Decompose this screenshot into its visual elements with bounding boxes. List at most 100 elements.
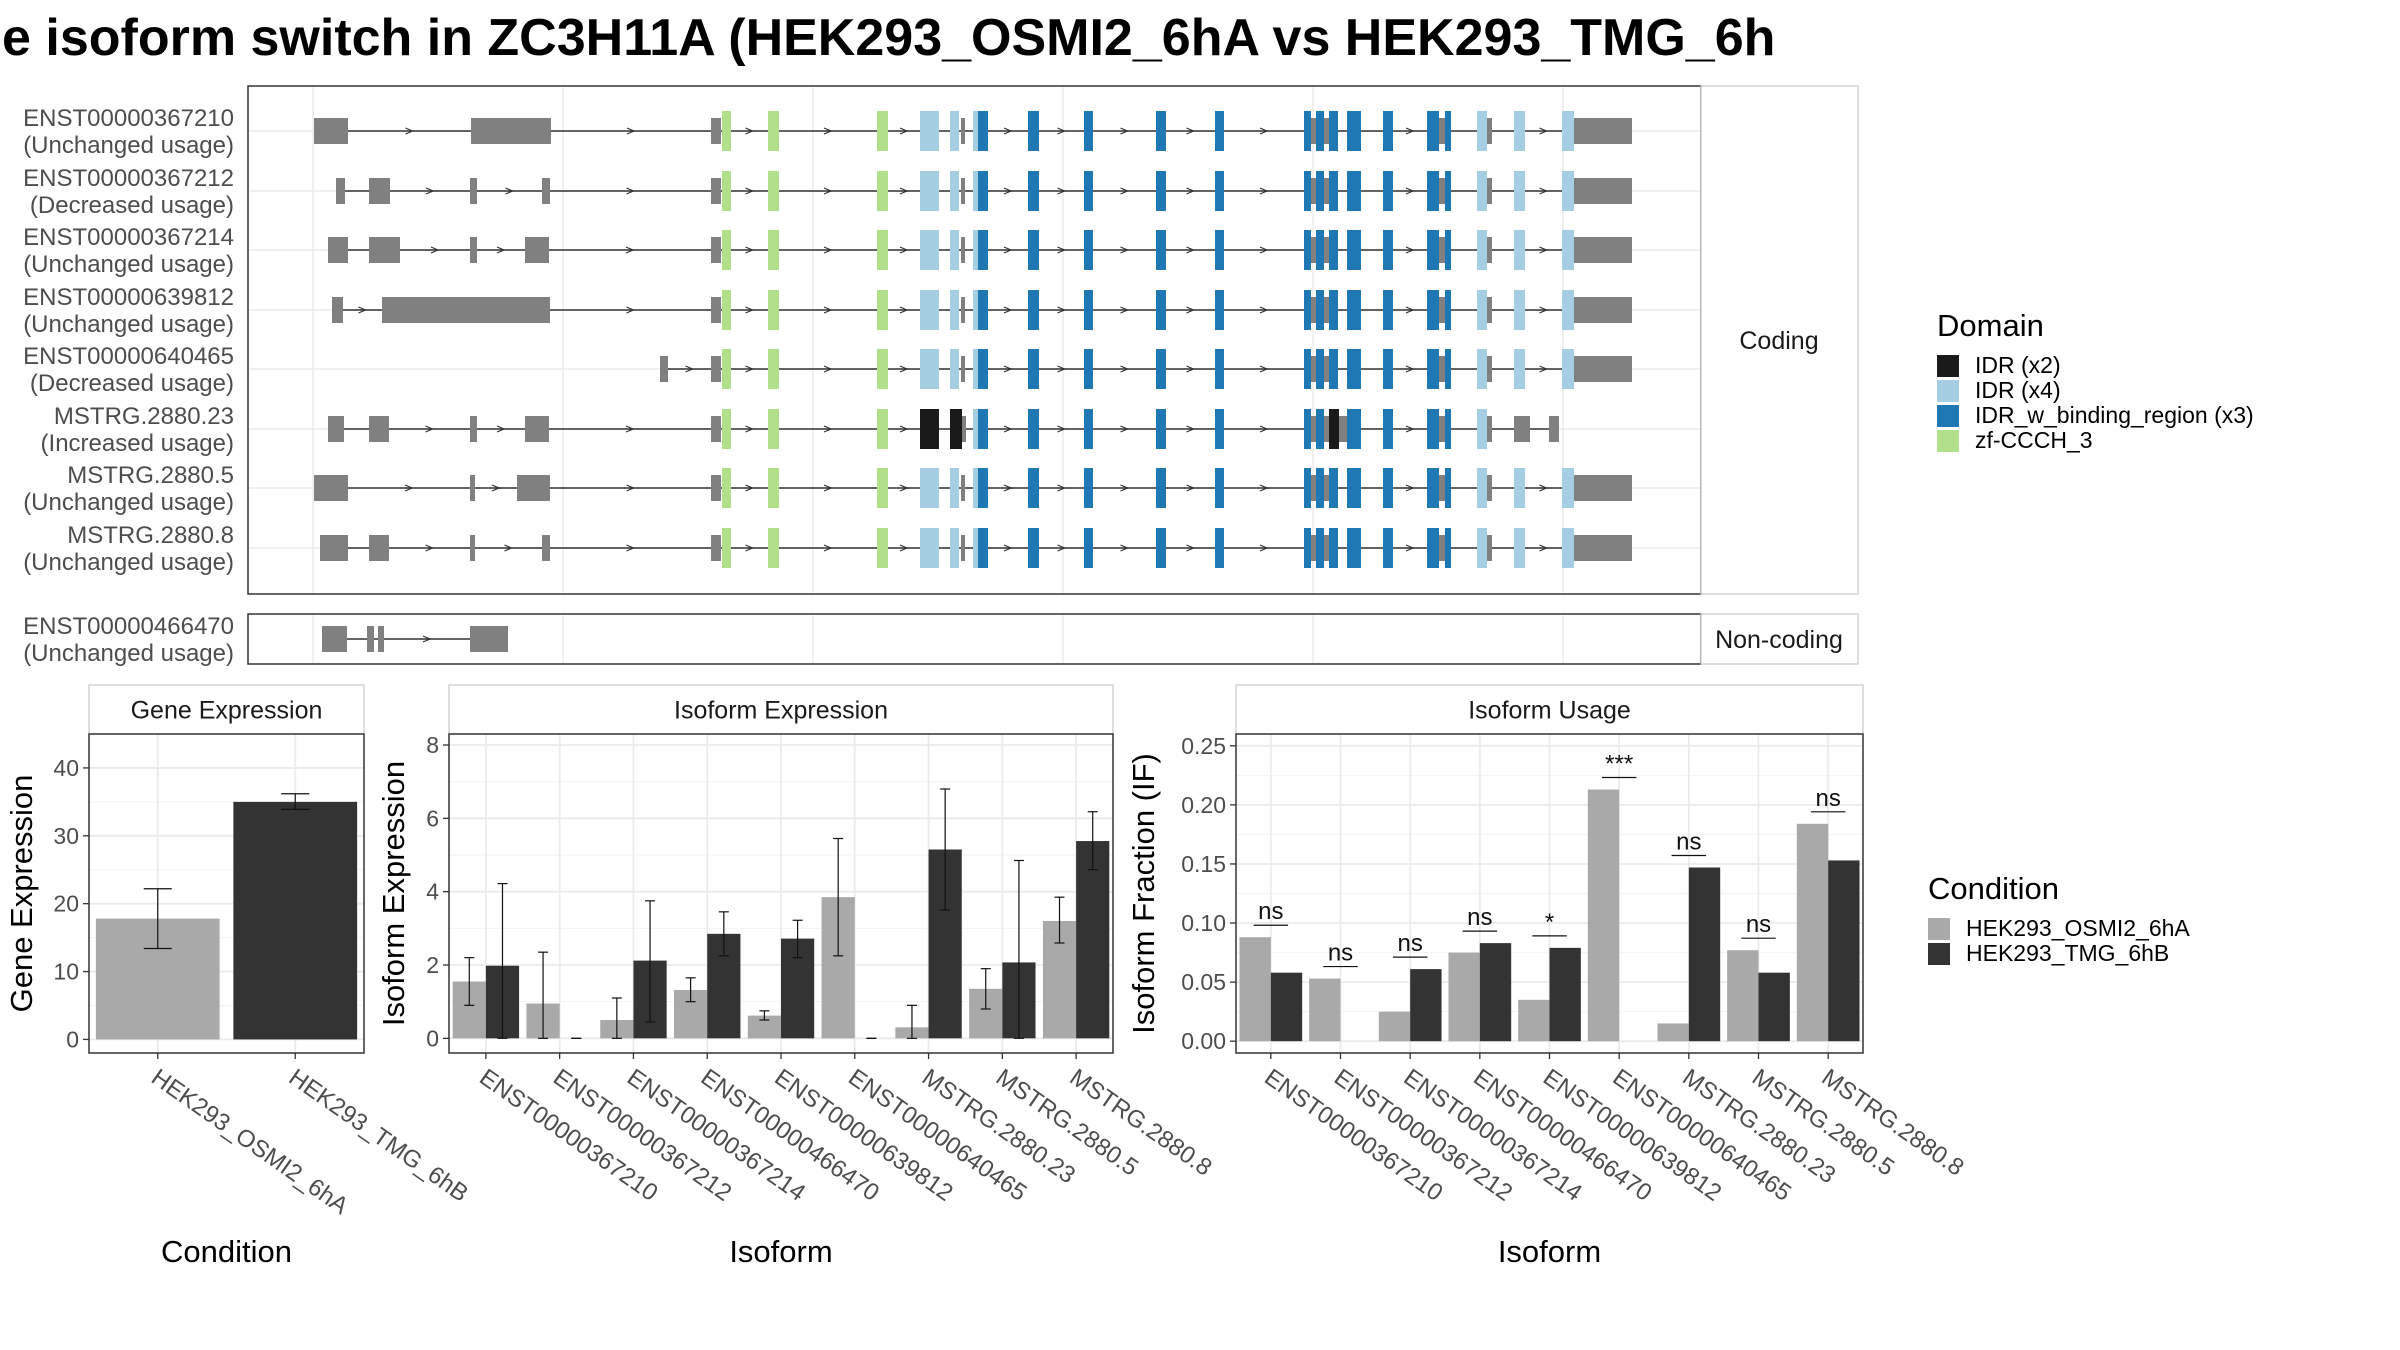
domain-block <box>1215 409 1224 449</box>
intron-arrow <box>823 365 833 373</box>
transcript-id-label: ENST00000367212 <box>23 165 234 192</box>
exon-block <box>1579 237 1632 263</box>
domain-block <box>877 528 888 568</box>
domain-block <box>1156 290 1166 330</box>
domain-block <box>1383 230 1393 270</box>
exon-block <box>1324 237 1329 263</box>
domain-block <box>722 230 731 270</box>
domain-block <box>1445 349 1451 389</box>
intron-arrow <box>1259 127 1269 135</box>
intron-arrow <box>1057 187 1067 195</box>
y-tick-label: 0.10 <box>1181 910 1226 936</box>
domain-block <box>1514 290 1525 330</box>
exon-block <box>1439 356 1445 382</box>
exon-block <box>660 356 668 382</box>
domain-block <box>1347 111 1361 151</box>
exon-block <box>711 416 721 442</box>
intron-arrow <box>899 425 909 433</box>
exon-block <box>1487 416 1492 442</box>
x-axis-title: Condition <box>161 1234 292 1269</box>
noncoding-tracks <box>322 626 508 652</box>
y-tick-label: 0 <box>66 1026 79 1052</box>
intron-arrow <box>425 425 435 433</box>
intron-arrow <box>1003 187 1013 195</box>
transcript-id-label: MSTRG.2880.23 <box>54 403 234 430</box>
domain-legend-items: IDR (x2)IDR (x4)IDR_w_binding_region (x3… <box>1937 352 2254 453</box>
intron-arrow <box>1186 187 1196 195</box>
domain-block <box>950 349 959 389</box>
coding-panel-border <box>247 85 1702 595</box>
structure-coding-panel: ENST00000367210(Unchanged usage)ENST0000… <box>23 85 1859 595</box>
exon-block <box>1579 535 1632 561</box>
y-tick-label: 0.05 <box>1181 969 1226 995</box>
domain-legend-label: IDR (x2) <box>1975 352 2061 378</box>
intron-arrow <box>1003 246 1013 254</box>
domain-block <box>950 409 962 449</box>
bar <box>233 801 358 1040</box>
intron-arrow <box>625 246 635 254</box>
domain-block <box>877 349 888 389</box>
domain-block <box>1329 171 1338 211</box>
domain-block <box>1304 290 1311 330</box>
intron-arrow <box>1003 127 1013 135</box>
domain-block <box>768 468 779 508</box>
x-axis-title: Isoform <box>729 1234 832 1269</box>
domain-block <box>1445 171 1451 211</box>
intron-arrow <box>504 544 514 552</box>
exon-block <box>1311 237 1316 263</box>
domain-legend-swatch <box>1937 430 1959 452</box>
intron-arrow <box>404 484 414 492</box>
exon-block <box>1579 178 1632 204</box>
domain-block <box>1477 528 1487 568</box>
exon-block <box>961 237 965 263</box>
domain-block <box>978 409 988 449</box>
domain-block <box>920 171 939 211</box>
transcript-usage-label: (Increased usage) <box>41 430 234 457</box>
domain-block <box>768 111 779 151</box>
intron-arrow <box>1186 425 1196 433</box>
exon-block <box>470 237 477 263</box>
exon-block <box>470 535 475 561</box>
domain-block <box>1084 528 1093 568</box>
exon-block <box>1487 118 1492 144</box>
intron-arrow <box>1120 365 1130 373</box>
domain-block <box>722 468 731 508</box>
exon-block <box>1324 297 1329 323</box>
intron-arrow <box>1405 127 1415 135</box>
significance-label: ns <box>1258 898 1283 925</box>
domain-block <box>1316 111 1324 151</box>
intron-arrow <box>899 544 909 552</box>
domain-block <box>1215 230 1224 270</box>
coding-transcript-labels: ENST00000367210(Unchanged usage)ENST0000… <box>23 105 234 576</box>
exon-block <box>1514 416 1530 442</box>
exon-block <box>322 626 347 652</box>
exon-block <box>961 178 965 204</box>
domain-block <box>973 230 978 270</box>
exon-block <box>1574 237 1579 263</box>
domain-block <box>950 171 959 211</box>
exon-block <box>1324 118 1329 144</box>
intron-arrow <box>1057 484 1067 492</box>
domain-legend-swatch <box>1937 355 1959 377</box>
domain-block <box>1562 290 1574 330</box>
domain-block <box>1562 468 1574 508</box>
exon-block <box>1579 118 1632 144</box>
domain-block <box>1514 349 1525 389</box>
transcript-id-label: ENST00000466470 <box>23 613 234 640</box>
bar <box>1587 789 1620 1042</box>
domain-block <box>877 230 888 270</box>
transcript-usage-label: (Unchanged usage) <box>23 549 234 576</box>
domain-block <box>1304 111 1311 151</box>
domain-block <box>950 111 959 151</box>
intron-arrow <box>1259 365 1269 373</box>
domain-block <box>768 409 779 449</box>
exon-block <box>1574 535 1579 561</box>
intron-arrow <box>745 187 755 195</box>
y-tick-label: 6 <box>426 805 439 831</box>
intron-arrow <box>425 544 435 552</box>
intron-arrow <box>1003 544 1013 552</box>
domain-block <box>1084 290 1093 330</box>
y-tick-label: 30 <box>53 823 79 849</box>
domain-block <box>1427 171 1439 211</box>
domain-legend-swatch <box>1937 405 1959 427</box>
